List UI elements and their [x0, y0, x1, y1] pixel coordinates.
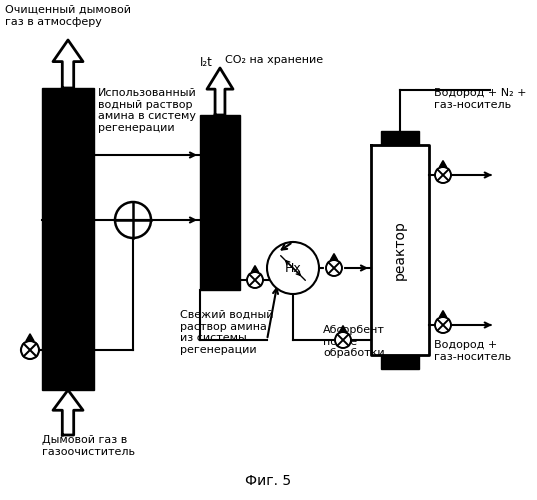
Text: I₂t: I₂t — [200, 56, 213, 68]
Text: CO₂ на хранение: CO₂ на хранение — [225, 55, 323, 65]
Circle shape — [326, 260, 342, 276]
Text: Свежий водный
раствор амина
из системы
регенерации: Свежий водный раствор амина из системы р… — [180, 310, 273, 355]
Polygon shape — [439, 310, 447, 317]
Text: Абсорбент
после
обработки: Абсорбент после обработки — [323, 325, 385, 358]
Circle shape — [247, 272, 263, 288]
Text: Водород +
газ-носитель: Водород + газ-носитель — [434, 340, 511, 361]
Circle shape — [267, 242, 319, 294]
Text: Водород + N₂ +
газ-носитель: Водород + N₂ + газ-носитель — [434, 88, 526, 110]
Circle shape — [21, 341, 39, 359]
Polygon shape — [53, 390, 83, 435]
Text: Использованный
водный раствор
амина в систему
регенерации: Использованный водный раствор амина в си… — [98, 88, 197, 133]
Text: Нх: Нх — [285, 262, 301, 274]
Polygon shape — [339, 326, 346, 332]
Polygon shape — [200, 115, 240, 290]
Polygon shape — [26, 334, 34, 341]
Text: Очищенный дымовой
газ в атмосферу: Очищенный дымовой газ в атмосферу — [5, 5, 131, 26]
Polygon shape — [381, 355, 419, 369]
Text: реактор: реактор — [393, 220, 407, 280]
Text: Фиг. 5: Фиг. 5 — [245, 474, 292, 488]
Polygon shape — [381, 131, 419, 145]
Polygon shape — [207, 68, 233, 115]
Polygon shape — [371, 145, 429, 355]
Circle shape — [435, 167, 451, 183]
Text: Дымовой газ в
газоочиститель: Дымовой газ в газоочиститель — [42, 435, 135, 456]
Polygon shape — [330, 254, 338, 260]
Circle shape — [335, 332, 351, 348]
Polygon shape — [251, 266, 259, 272]
Polygon shape — [53, 40, 83, 88]
Polygon shape — [439, 160, 447, 167]
Polygon shape — [42, 88, 94, 390]
Circle shape — [435, 317, 451, 333]
